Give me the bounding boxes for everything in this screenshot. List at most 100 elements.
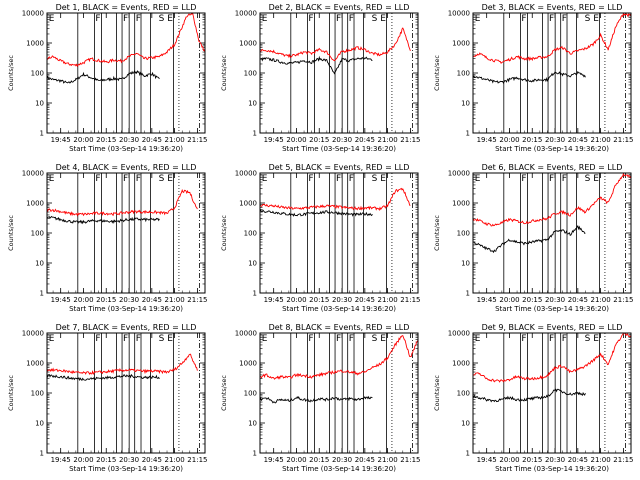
flag-marker-label: F xyxy=(308,14,313,24)
y-tick-label: 1000 xyxy=(239,200,257,208)
y-tick-label: 10000 xyxy=(235,170,257,178)
y-tick-label: 1000 xyxy=(452,40,470,48)
y-tick-label: 1 xyxy=(253,290,257,298)
chart-title: Det 6, BLACK = Events, RED = LLD xyxy=(482,163,623,172)
x-tick-label: 19:45 xyxy=(264,456,284,464)
x-tick-label: 20:15 xyxy=(309,136,329,144)
y-tick-label: 1 xyxy=(253,450,257,458)
y-tick-label: 10000 xyxy=(448,330,470,338)
y-tick-label: 10000 xyxy=(448,170,470,178)
events-series-line xyxy=(260,395,373,404)
x-tick-label: 19:45 xyxy=(51,136,71,144)
y-tick-label: 1 xyxy=(466,450,470,458)
y-tick-label: 10 xyxy=(248,420,257,428)
y-tick-label: 10000 xyxy=(448,10,470,18)
y-tick-label: 10 xyxy=(248,260,257,268)
x-tick-label: 20:45 xyxy=(355,296,375,304)
x-tick-label: 19:45 xyxy=(51,296,71,304)
x-tick-label: 20:00 xyxy=(286,296,306,304)
x-tick-label: 21:15 xyxy=(400,296,420,304)
x-tick-label: 19:45 xyxy=(477,296,497,304)
chart-title: Det 5, BLACK = Events, RED = LLD xyxy=(269,163,410,172)
y-axis-label: Counts/sec xyxy=(433,375,441,411)
flag-marker-label: F xyxy=(336,334,341,344)
flag-marker-label: S xyxy=(585,14,591,24)
y-tick-label: 100 xyxy=(244,70,257,78)
plot-frame xyxy=(46,172,206,294)
plot-frame xyxy=(46,12,206,134)
events-series-line xyxy=(473,388,586,403)
x-tick-label: 20:00 xyxy=(286,136,306,144)
flag-marker-label: E xyxy=(593,174,599,184)
y-tick-label: 10000 xyxy=(22,10,44,18)
flag-marker-label: F xyxy=(95,14,100,24)
y-tick-label: 10 xyxy=(461,100,470,108)
lld-series-line xyxy=(473,173,631,227)
y-tick-label: 1 xyxy=(466,130,470,138)
x-tick-label: 20:30 xyxy=(332,136,352,144)
flag-marker-label: F xyxy=(349,334,354,344)
x-tick-label: 20:45 xyxy=(142,456,162,464)
flag-marker-label: E xyxy=(475,174,481,184)
chart-panel-1: Det 1, BLACK = Events, RED = LLD Counts/s… xyxy=(7,3,207,153)
flag-marker-label: E xyxy=(167,14,173,24)
x-tick-label: 20:30 xyxy=(545,136,565,144)
x-tick-label: 20:15 xyxy=(309,456,329,464)
x-tick-label: 20:00 xyxy=(499,296,519,304)
x-tick-label: 21:15 xyxy=(187,296,207,304)
chart-panel-8: Det 8, BLACK = Events, RED = LLD Counts/s… xyxy=(220,323,420,473)
x-tick-label: 20:30 xyxy=(545,296,565,304)
y-tick-label: 1000 xyxy=(26,40,44,48)
flag-marker-label: F xyxy=(123,334,128,344)
x-tick-label: 21:15 xyxy=(400,136,420,144)
flag-marker-label: F xyxy=(549,334,554,344)
y-axis-label: Counts/sec xyxy=(220,215,228,251)
y-axis-label: Counts/sec xyxy=(7,55,15,91)
x-tick-label: 20:45 xyxy=(355,136,375,144)
y-tick-label: 100 xyxy=(31,230,44,238)
flag-marker-label: F xyxy=(308,334,313,344)
flag-marker-label: F xyxy=(123,14,128,24)
flag-marker-label: F xyxy=(549,174,554,184)
events-series-line xyxy=(47,70,160,84)
flag-marker-label: F xyxy=(136,14,141,24)
events-series-line xyxy=(473,70,586,84)
lld-series-line xyxy=(47,353,198,376)
x-tick-label: 21:15 xyxy=(187,456,207,464)
y-axis-label: Counts/sec xyxy=(220,55,228,91)
flag-marker-label: S xyxy=(372,174,378,184)
flag-marker-label: E xyxy=(380,334,386,344)
chart-panel-3: Det 3, BLACK = Events, RED = LLD Counts/s… xyxy=(433,3,633,153)
lld-series-line xyxy=(260,335,418,380)
lld-series-line xyxy=(473,333,631,383)
x-tick-label: 21:00 xyxy=(591,136,611,144)
flag-marker-label: S xyxy=(372,334,378,344)
y-tick-label: 100 xyxy=(244,390,257,398)
flag-marker-label: F xyxy=(562,174,567,184)
events-series-line xyxy=(47,373,160,382)
flag-marker-label: F xyxy=(336,14,341,24)
x-tick-label: 21:00 xyxy=(591,296,611,304)
flag-marker-label: S xyxy=(159,174,165,184)
x-axis-label: Start Time (03-Sep-14 19:36:20) xyxy=(495,305,609,313)
x-tick-label: 20:15 xyxy=(522,296,542,304)
chart-panel-7: Det 7, BLACK = Events, RED = LLD Counts/s… xyxy=(7,323,207,473)
flag-marker-label: E xyxy=(593,14,599,24)
y-axis-label: Counts/sec xyxy=(433,55,441,91)
x-tick-label: 20:00 xyxy=(73,136,93,144)
x-tick-label: 20:30 xyxy=(545,456,565,464)
flag-marker-label: F xyxy=(521,14,526,24)
flag-marker-label: F xyxy=(562,14,567,24)
plot-frame xyxy=(259,332,419,454)
flag-marker-label: F xyxy=(336,174,341,184)
flag-marker-label: E xyxy=(380,14,386,24)
y-tick-label: 1000 xyxy=(452,200,470,208)
flag-marker-label: E xyxy=(380,174,386,184)
flag-marker-label: E xyxy=(475,14,481,24)
y-tick-label: 1000 xyxy=(26,360,44,368)
chart-title: Det 2, BLACK = Events, RED = LLD xyxy=(269,3,410,12)
x-tick-label: 21:15 xyxy=(187,136,207,144)
y-tick-label: 100 xyxy=(457,390,470,398)
x-tick-label: 20:30 xyxy=(119,296,139,304)
